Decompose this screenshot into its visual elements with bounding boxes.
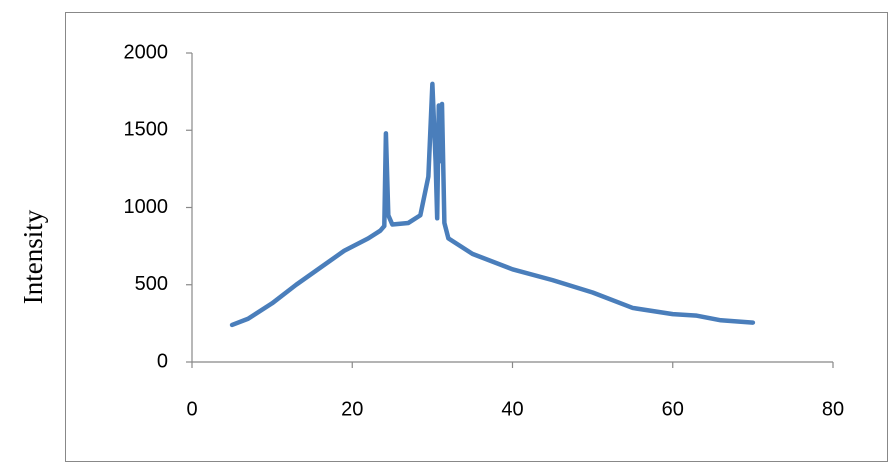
y-tick-label: 1000 [124, 196, 169, 218]
y-axis-label: Intensity [18, 209, 48, 304]
x-tick-label: 80 [822, 398, 844, 420]
data-line [229, 81, 756, 328]
y-tick-label: 1500 [124, 119, 169, 141]
y-tick-label: 500 [135, 273, 168, 295]
y-tick-label: 2000 [124, 41, 169, 63]
x-tick-label: 40 [501, 398, 523, 420]
x-tick-label: 20 [341, 398, 363, 420]
chart-border [65, 12, 888, 462]
x-tick-label: 60 [662, 398, 684, 420]
x-tick-label: 0 [186, 398, 197, 420]
y-tick-label: 0 [157, 350, 168, 372]
